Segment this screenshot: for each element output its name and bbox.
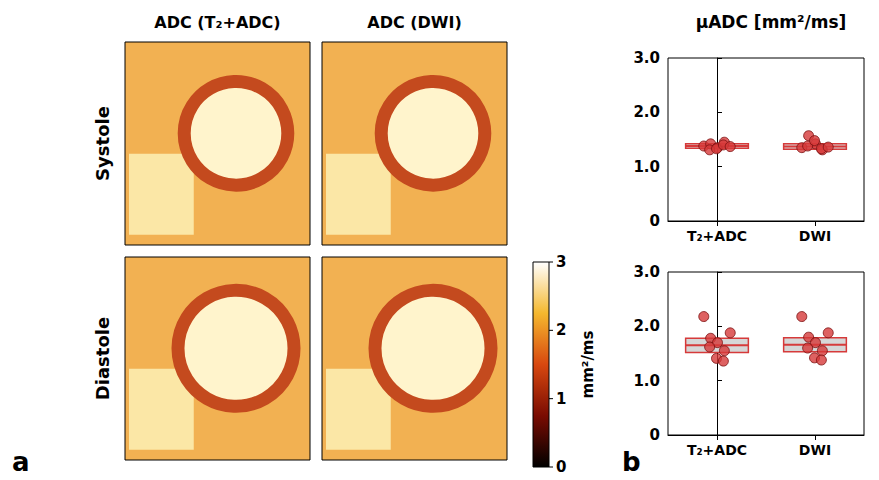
svg-text:mm²/ms: mm²/ms: [579, 330, 597, 398]
svg-text:T₂+ADC: T₂+ADC: [687, 442, 747, 458]
svg-text:T₂+ADC: T₂+ADC: [687, 228, 747, 244]
svg-text:3: 3: [556, 253, 566, 271]
svg-text:Systole: Systole: [92, 106, 113, 181]
svg-text:0: 0: [556, 458, 566, 476]
svg-text:ADC (T₂+ADC): ADC (T₂+ADC): [154, 13, 280, 32]
svg-text:3.0: 3.0: [633, 49, 660, 67]
svg-text:2.0: 2.0: [633, 317, 660, 335]
svg-text:1.0: 1.0: [633, 372, 660, 390]
svg-text:Diastole: Diastole: [92, 317, 113, 400]
svg-text:0: 0: [650, 426, 660, 444]
svg-text:3.0: 3.0: [633, 263, 660, 281]
svg-text:ADC (DWI): ADC (DWI): [367, 13, 461, 32]
svg-text:DWI: DWI: [799, 442, 831, 458]
svg-text:b: b: [622, 447, 641, 477]
svg-text:2: 2: [556, 321, 566, 339]
svg-text:DWI: DWI: [799, 228, 831, 244]
svg-text:a: a: [12, 447, 30, 477]
svg-text:1.0: 1.0: [633, 158, 660, 176]
svg-text:0: 0: [650, 212, 660, 230]
svg-text:μADC [mm²/ms]: μADC [mm²/ms]: [696, 12, 847, 32]
svg-text:2.0: 2.0: [633, 103, 660, 121]
svg-text:1: 1: [556, 390, 566, 408]
